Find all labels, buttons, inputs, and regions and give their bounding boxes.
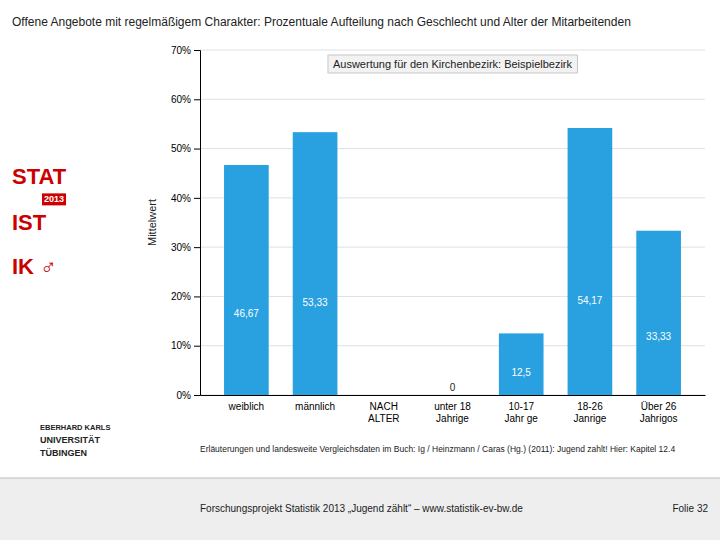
tick-mark [194, 50, 200, 51]
tick-label: 50% [171, 143, 191, 154]
university-text: EBERHARD KARLS [40, 423, 110, 432]
bar [430, 395, 475, 396]
university-text: TÜBINGEN [40, 448, 87, 458]
university-text: UNIVERSITÄT [40, 435, 101, 445]
axis-line [194, 51, 201, 396]
tick-label: NACHALTER [368, 401, 400, 424]
bars [224, 128, 681, 395]
logo-badge-background [42, 193, 66, 205]
logo: STAT IST IK ♂ 2013 [12, 164, 67, 279]
tick-label: 60% [171, 94, 191, 105]
tick-mark [194, 247, 200, 248]
x-tick: 10-17Jahr ge [505, 401, 539, 424]
tick-label: 0% [177, 390, 192, 401]
y-tick: 60% [171, 94, 200, 105]
chart-title: Offene Angebote mit regelmäßigem Charakt… [12, 15, 631, 29]
y-tick: 0% [177, 390, 200, 401]
tick-label: 18-26Janrige [574, 401, 607, 424]
x-tick: 18-26Janrige [574, 401, 607, 424]
data-label: 12,5 [511, 367, 531, 378]
grid-line [200, 50, 705, 51]
x-tick: unter 18Jahrige [434, 401, 471, 424]
tick-mark [194, 99, 200, 100]
subtitle-background [328, 55, 578, 73]
tick-label: 70% [171, 45, 191, 56]
logo-text: STAT [12, 164, 67, 189]
bar [499, 333, 544, 395]
note: Erläuterungen und landesweite Vergleichs… [200, 444, 675, 454]
tick-mark [194, 395, 200, 396]
tick-label: 40% [171, 193, 191, 204]
footer-background [0, 478, 720, 540]
footer-separator [0, 478, 720, 479]
x-tick: NACHALTER [368, 401, 400, 424]
y-tick: 10% [171, 340, 200, 351]
y-tick: 30% [171, 242, 200, 253]
tick-label: 10% [171, 340, 191, 351]
tick-mark [194, 198, 200, 199]
bar [568, 128, 613, 395]
university-logo: EBERHARD KARLS UNIVERSITÄT TÜBINGEN [40, 423, 110, 458]
tick-label: weiblich [228, 401, 265, 412]
grid-line [200, 148, 705, 149]
grid-line [200, 395, 705, 396]
tick-label: männlich [295, 401, 335, 412]
y-axis: 0% 10% 20% 30% 40% 50% 60% 70% [171, 45, 201, 401]
bar [636, 231, 681, 395]
x-axis: weiblich männlich NACHALTER unter 18Jahrige… [201, 396, 706, 424]
bar [361, 395, 406, 396]
grid-line [200, 296, 705, 297]
tick-mark [194, 296, 200, 297]
grid-line [200, 197, 705, 198]
data-label: 54,17 [577, 295, 602, 306]
logo-text: IK ♂ [12, 254, 57, 279]
data-label: 0 [450, 382, 456, 393]
bar [293, 132, 338, 395]
logo-badge: 2013 [42, 193, 66, 205]
tick-mark [194, 346, 200, 347]
data-label: 53,33 [303, 297, 328, 308]
footer-page: Folie 32 [672, 503, 708, 514]
grid [200, 50, 705, 395]
axis-line [201, 395, 706, 396]
tick-label: Über 26Jahrigos [640, 401, 678, 424]
x-tick: männlich [295, 401, 335, 412]
y-tick: 40% [171, 193, 200, 204]
tick-label: 30% [171, 242, 191, 253]
data-label: 46,67 [234, 308, 259, 319]
grid-line [200, 345, 705, 346]
tick-mark [194, 149, 200, 150]
logo-badge-text: 2013 [44, 194, 64, 204]
x-tick: Über 26Jahrigos [640, 401, 678, 424]
tick-label: unter 18Jahrige [434, 401, 471, 424]
y-axis-title: Mittelwert [146, 199, 158, 246]
x-tick: weiblich [228, 401, 265, 412]
grid-line [200, 247, 705, 248]
y-tick: 70% [171, 45, 200, 56]
footer: Forschungsprojekt Statistik 2013 „Jugend… [0, 478, 720, 540]
subtitle-box: Auswertung für den Kirchenbezirk: Beispi… [328, 55, 578, 73]
chart-root: Offene Angebote mit regelmäßigem Charakt… [0, 0, 720, 540]
logo-text: IST [12, 210, 47, 235]
grid-line [200, 99, 705, 100]
y-tick: 50% [171, 143, 200, 154]
bar [224, 165, 269, 395]
footer-text: Forschungsprojekt Statistik 2013 „Jugend… [200, 503, 523, 514]
tick-label: 10-17Jahr ge [505, 401, 539, 424]
data-label: 33,33 [646, 331, 671, 342]
y-tick: 20% [171, 291, 200, 302]
data-labels: 46,67 53,33 0 12,5 54,17 33,33 [234, 295, 672, 393]
tick-label: 20% [171, 291, 191, 302]
subtitle: Auswertung für den Kirchenbezirk: Beispi… [333, 58, 573, 70]
